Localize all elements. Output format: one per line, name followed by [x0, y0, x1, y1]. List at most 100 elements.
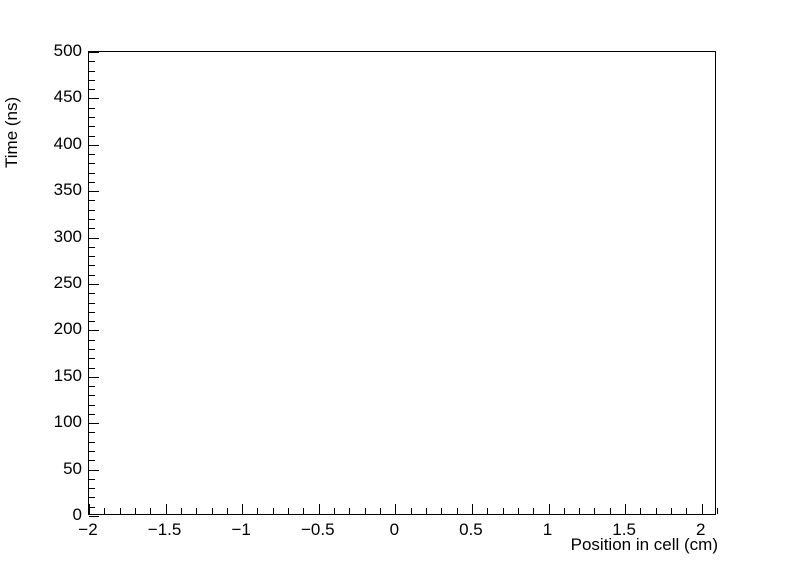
- y-axis-major-tick: [89, 423, 99, 424]
- y-axis-minor-tick: [89, 340, 95, 341]
- y-axis-tick-label: 150: [53, 365, 82, 385]
- x-axis-minor-tick: [365, 508, 366, 514]
- x-axis-minor-tick: [135, 508, 136, 514]
- y-axis-minor-tick: [89, 395, 95, 396]
- y-axis-major-tick: [89, 52, 99, 53]
- y-axis-tick-labels: 0 50 100 150 200 250 300 350 400 450 500: [0, 0, 82, 572]
- x-axis-minor-tick: [257, 508, 258, 514]
- y-axis-minor-tick: [89, 312, 95, 313]
- x-axis-minor-tick: [533, 508, 534, 514]
- y-axis-minor-tick: [89, 126, 95, 127]
- x-axis-minor-tick: [150, 508, 151, 514]
- x-axis-minor-tick: [303, 508, 304, 514]
- y-axis-minor-tick: [89, 488, 95, 489]
- y-axis-minor-tick: [89, 358, 95, 359]
- y-axis-minor-tick: [89, 368, 95, 369]
- y-axis-tick-label: 450: [53, 87, 82, 107]
- x-axis-minor-tick: [104, 508, 105, 514]
- x-axis-major-tick: [89, 504, 90, 514]
- x-axis-minor-tick: [273, 508, 274, 514]
- y-axis-minor-tick: [89, 432, 95, 433]
- y-axis-major-tick: [89, 330, 99, 331]
- plot-area: [89, 52, 718, 517]
- x-axis-major-tick: [472, 504, 473, 514]
- y-axis-minor-tick: [89, 275, 95, 276]
- x-axis-major-tick: [319, 504, 320, 514]
- y-axis-major-tick: [89, 284, 99, 285]
- y-axis-minor-tick: [89, 321, 95, 322]
- x-axis-minor-tick: [518, 508, 519, 514]
- y-axis-minor-tick: [89, 256, 95, 257]
- x-axis-minor-tick: [656, 508, 657, 514]
- x-axis-tick-label: −1: [231, 520, 251, 539]
- x-axis-minor-tick: [120, 508, 121, 514]
- x-axis-minor-tick: [212, 508, 213, 514]
- y-axis-minor-tick: [89, 219, 95, 220]
- x-axis-tick-label: 0: [389, 520, 400, 539]
- x-axis-major-tick: [625, 504, 626, 514]
- x-axis-minor-tick: [441, 508, 442, 514]
- x-axis-minor-tick: [426, 508, 427, 514]
- x-axis-minor-tick: [671, 508, 672, 514]
- y-axis-tick-label: 400: [53, 133, 82, 153]
- y-axis-minor-tick: [89, 460, 95, 461]
- x-axis-major-tick: [166, 504, 167, 514]
- y-axis-major-tick: [89, 377, 99, 378]
- x-axis-minor-tick: [487, 508, 488, 514]
- y-axis-minor-tick: [89, 442, 95, 443]
- plot-frame: [88, 51, 718, 517]
- y-axis-minor-tick: [89, 349, 95, 350]
- x-axis-major-tick: [549, 504, 550, 514]
- y-axis-tick-label: 0: [72, 505, 82, 524]
- y-axis-minor-tick: [89, 108, 95, 109]
- x-axis-tick-label: −0.5: [300, 520, 335, 539]
- x-axis-minor-tick: [196, 508, 197, 514]
- y-axis-tick-label: 350: [53, 180, 82, 200]
- x-axis-minor-tick: [349, 508, 350, 514]
- x-axis-minor-tick: [610, 508, 611, 514]
- y-axis-minor-tick: [89, 451, 95, 452]
- x-axis-minor-tick: [717, 508, 718, 514]
- x-axis-minor-tick: [503, 508, 504, 514]
- y-axis-minor-tick: [89, 210, 95, 211]
- y-axis-minor-tick: [89, 117, 95, 118]
- x-axis-tick-label: 1.5: [612, 520, 636, 539]
- y-axis-minor-tick: [89, 303, 95, 304]
- y-axis-minor-tick: [89, 507, 95, 508]
- y-axis-minor-tick: [89, 405, 95, 406]
- x-axis-title: Position in cell (cm): [570, 535, 718, 554]
- x-axis-minor-tick: [181, 508, 182, 514]
- y-axis-minor-tick: [89, 136, 95, 137]
- x-axis-minor-tick: [579, 508, 580, 514]
- y-axis-minor-tick: [89, 497, 95, 498]
- y-axis-minor-tick: [89, 200, 95, 201]
- y-axis-major-tick: [89, 191, 99, 192]
- y-axis-major-tick: [89, 98, 99, 99]
- y-axis-tick-label: 50: [63, 458, 82, 478]
- y-axis-tick-label: 300: [53, 226, 82, 246]
- y-axis-minor-tick: [89, 89, 95, 90]
- y-axis-tick-label: 200: [53, 319, 82, 339]
- y-axis-minor-tick: [89, 247, 95, 248]
- x-axis-minor-tick: [411, 508, 412, 514]
- x-axis-tick-labels: −2 −1.5 −1 −0.5 0 0.5 1 1.5 2: [0, 521, 796, 545]
- x-axis-tick-label: 0.5: [459, 520, 483, 539]
- x-axis-tick-label: 2: [695, 520, 706, 539]
- x-axis-minor-tick: [334, 508, 335, 514]
- y-axis-major-tick: [89, 516, 99, 517]
- x-axis-minor-tick: [594, 508, 595, 514]
- y-axis-minor-tick: [89, 293, 95, 294]
- y-axis-minor-tick: [89, 173, 95, 174]
- x-axis-tick-label: −1.5: [147, 520, 182, 539]
- y-axis-minor-tick: [89, 80, 95, 81]
- x-axis-minor-tick: [564, 508, 565, 514]
- x-axis-major-tick: [395, 504, 396, 514]
- y-axis-minor-tick: [89, 414, 95, 415]
- x-axis-tick-label: 1: [542, 520, 553, 539]
- y-axis-major-tick: [89, 145, 99, 146]
- y-axis-minor-tick: [89, 479, 95, 480]
- y-axis-minor-tick: [89, 228, 95, 229]
- x-axis-minor-tick: [288, 508, 289, 514]
- x-axis-tick-label: −2: [78, 520, 98, 539]
